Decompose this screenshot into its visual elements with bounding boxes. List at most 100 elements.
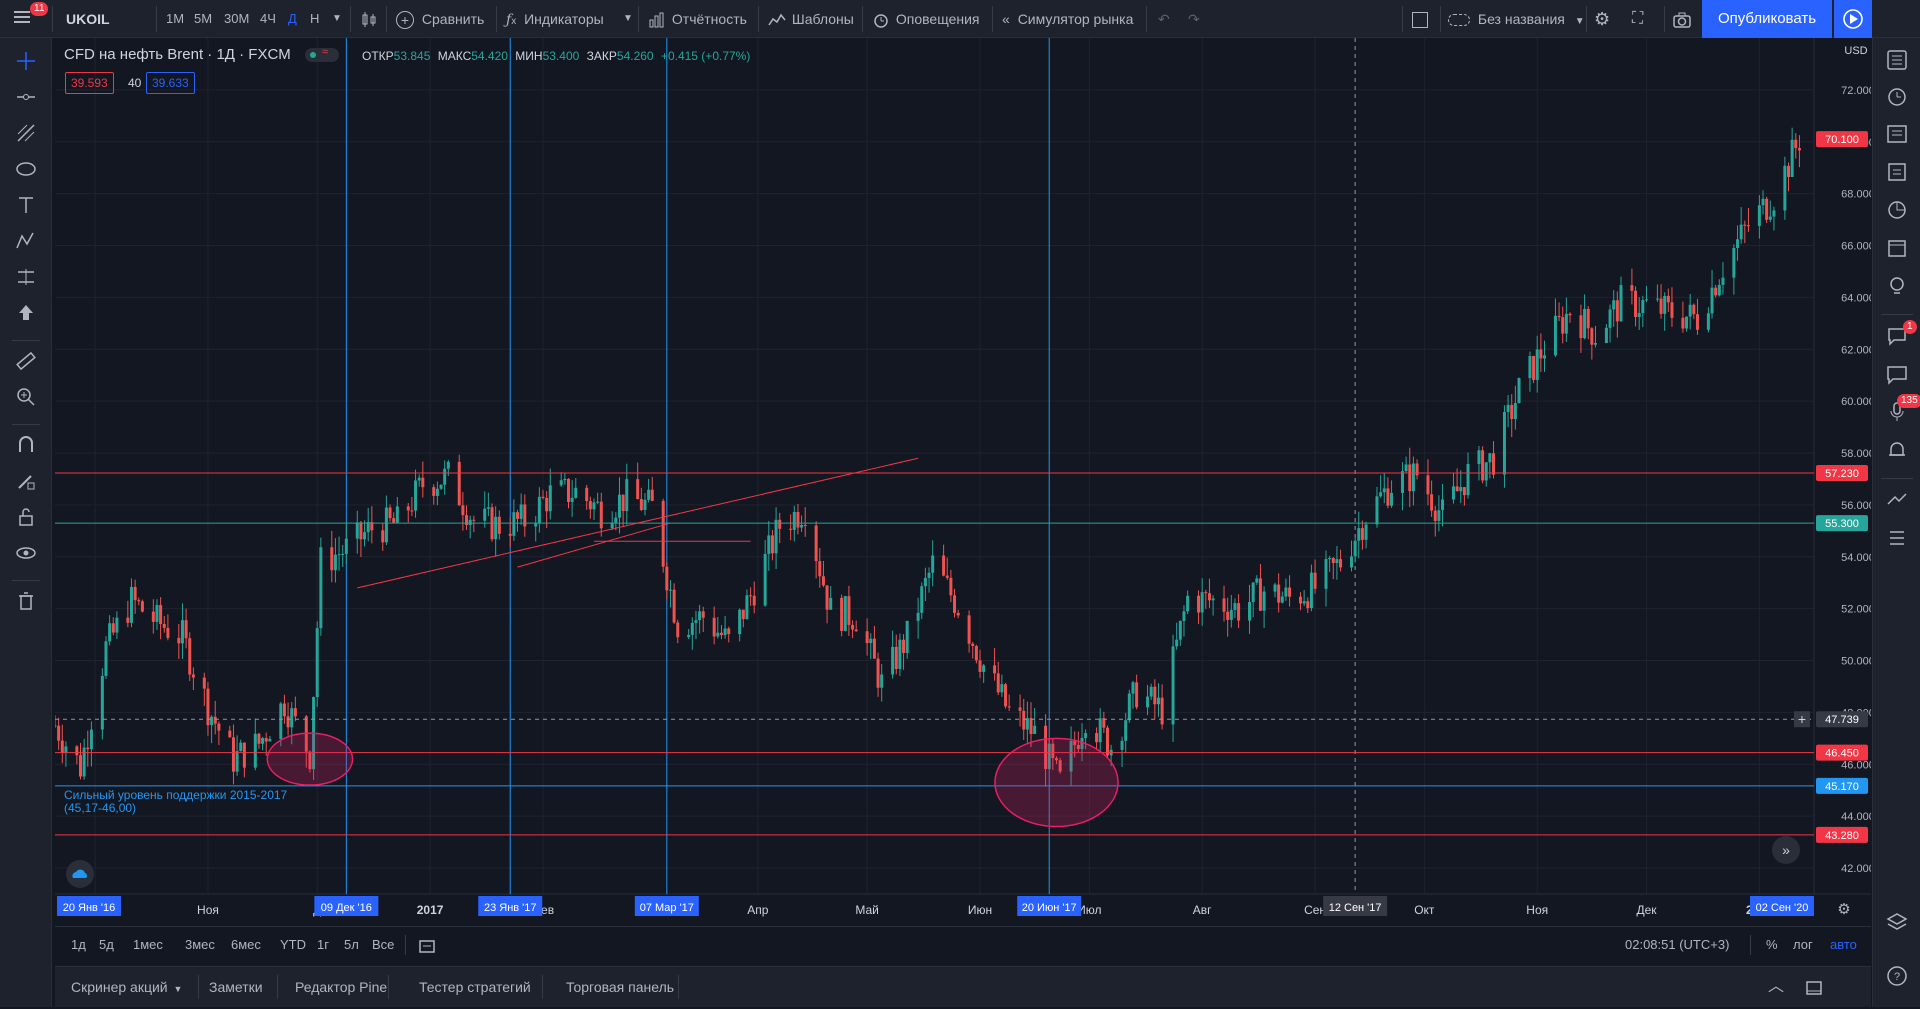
redo-button[interactable]: ↷ [1188,0,1200,38]
panel-maximize-button[interactable] [1805,967,1823,1007]
interval-4[interactable]: Д [288,11,297,26]
panel-tab-notes[interactable]: Заметки [209,979,263,995]
messages-button[interactable] [1883,362,1911,390]
patterns-tool[interactable] [13,230,39,256]
ideas-button[interactable] [1883,274,1911,302]
calendar-button[interactable] [1883,198,1911,226]
snapshot-button[interactable] [1672,0,1692,38]
range-6[interactable]: 1г [317,937,329,952]
range-1[interactable]: 5д [99,937,114,952]
compare-button[interactable]: + Сравнить [396,0,484,38]
indicators-dropdown[interactable]: ▼ [623,13,633,24]
replay-button[interactable]: « Симулятор рынка [1002,11,1134,27]
dom-button[interactable] [1883,526,1911,554]
range-2[interactable]: 1мес [133,937,163,952]
symbol-search[interactable]: UKOIL [66,11,110,27]
text-tool[interactable] [13,194,39,220]
percent-toggle[interactable]: % [1766,937,1778,952]
magnet-tool[interactable] [13,434,39,460]
alerts-button[interactable]: Оповещения [872,0,980,38]
range-8[interactable]: Все [372,937,395,952]
candle-body-6 [82,747,86,777]
visibility-toggle[interactable]: ≈ [304,46,339,63]
streams-button[interactable]: 135 [1883,394,1920,428]
reports-button[interactable]: Отчётность [648,0,747,38]
lock-tool[interactable] [13,506,39,532]
hotlists-button[interactable] [1883,160,1911,188]
range-0[interactable]: 1д [71,937,86,952]
interval-5[interactable]: Н [310,11,320,26]
goto-date-button[interactable] [418,927,436,963]
candle-body-162 [876,658,880,688]
auto-toggle[interactable]: авто [1830,937,1857,952]
panel-collapse-button[interactable]: ︿ [1768,967,1784,1007]
prediction-tool[interactable] [13,266,39,292]
menu-button[interactable]: 11 [12,2,49,30]
panel-tab-pine-editor[interactable]: Редактор Pine [295,979,388,995]
range-3[interactable]: 3мес [185,937,215,952]
measure-tool[interactable] [13,350,39,376]
templates-button[interactable]: Шаблоны [768,0,854,38]
indicators-button[interactable]: ƒx Индикаторы [506,11,604,28]
trading-button[interactable] [1883,488,1911,516]
candle-body-83 [472,519,476,521]
symbol-title[interactable]: CFD на нефть Brent · 1Д · FXCM [64,46,291,63]
fib-tool[interactable] [13,122,39,148]
interval-2[interactable]: 30М [224,11,250,26]
arrow-tool[interactable] [13,302,39,328]
x-subscript-icon: x [511,16,517,27]
tv-logo[interactable] [66,860,94,888]
undo-button[interactable]: ↶ [1158,0,1170,38]
candle-body-98 [548,485,552,512]
candle-body-112 [621,494,625,512]
help-button[interactable]: ? [1883,964,1911,992]
clock-display[interactable]: 02:08:51 (UTC+3) [1625,937,1730,952]
interval-1[interactable]: 5М [194,11,213,26]
stay-drawing-tool[interactable] [13,470,39,496]
remove-drawings-tool[interactable] [13,590,39,616]
date-marker-bg-0 [57,896,121,916]
replay-play-button[interactable] [1834,0,1872,38]
scroll-to-realtime-button[interactable]: » [1772,836,1800,864]
notifications-button[interactable] [1883,438,1911,466]
alerts-panel-button[interactable] [1883,84,1911,112]
interval-0[interactable]: 1М [166,11,185,26]
candle-body-151 [821,576,825,586]
zoom-tool[interactable] [13,386,39,412]
panel-tab-strategy-tester[interactable]: Тестер стратегий [419,979,531,995]
candle-body-239 [1273,584,1277,592]
panel-tab-screener[interactable]: Скринер акций ▼ [71,979,183,995]
watchlist-button[interactable] [1883,48,1911,76]
level-label-bg-2 [1816,711,1868,728]
layout-name-button[interactable]: Без названия ▼ [1448,0,1585,38]
chart-type-button[interactable] [360,0,378,38]
candle-body-308 [1619,285,1623,322]
hide-tool[interactable] [13,542,39,568]
ask-price[interactable]: 39.633 [146,72,195,94]
publish-button[interactable]: Опубликовать [1702,0,1832,38]
range-7[interactable]: 5л [344,937,359,952]
settings-button[interactable]: ⚙ [1594,0,1610,38]
bid-price[interactable]: 39.593 [65,72,114,94]
range-4[interactable]: 6мес [231,937,261,952]
candle-body-82 [468,519,472,525]
interval-3[interactable]: 4Ч [260,11,276,26]
calendar-events-button[interactable] [1883,236,1911,264]
data-window-button[interactable] [1883,122,1911,150]
layout-select-button[interactable] [1412,0,1428,38]
chats-button[interactable]: 1 [1883,320,1917,352]
support-annotation[interactable]: Сильный уровень поддержки 2015-2017 (45,… [64,788,288,815]
fullscreen-button[interactable]: ⛶ [1632,0,1643,38]
candle-body-91 [516,512,520,519]
open-value: 53.845 [393,49,431,63]
range-5[interactable]: YTD [280,937,306,952]
panel-tab-trading[interactable]: Торговая панель [566,979,675,995]
crosshair-plus-icon: + [1798,711,1806,727]
object-tree-button[interactable] [1883,910,1911,938]
price-chart[interactable]: 72.00070.00068.00066.00064.00062.00060.0… [55,38,1871,926]
shapes-tool[interactable] [13,158,39,184]
trendline-tool[interactable] [13,86,39,112]
crosshair-tool[interactable] [13,50,39,76]
interval-dropdown[interactable]: ▼ [332,13,342,24]
log-toggle[interactable]: лог [1793,937,1813,952]
